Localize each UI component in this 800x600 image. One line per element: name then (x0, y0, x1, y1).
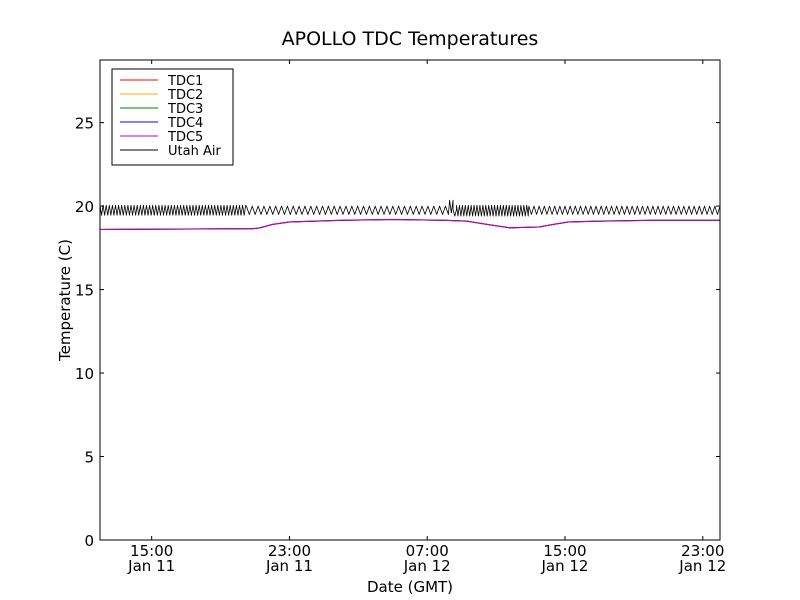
legend-label: TDC2 (167, 88, 203, 103)
series-line-tdc5 (100, 218, 720, 231)
legend-label: TDC5 (167, 130, 203, 145)
y-tick-label: 15 (75, 282, 94, 300)
x-tick-label-date: Jan 12 (678, 557, 726, 575)
legend-label: Utah Air (168, 144, 221, 159)
series-line-utah-air (100, 199, 720, 217)
legend-label: TDC4 (167, 116, 203, 131)
chart-title: APOLLO TDC Temperatures (282, 28, 539, 50)
legend-label: TDC1 (167, 74, 203, 89)
x-tick-label-time: 15:00 (130, 542, 173, 560)
legend-box (111, 68, 234, 166)
x-axis-label: Date (GMT) (367, 578, 453, 596)
x-tick-label-date: Jan 12 (541, 557, 589, 575)
x-tick-label-date: Jan 11 (265, 557, 313, 575)
y-tick-label: 0 (84, 532, 94, 550)
y-tick-label: 25 (75, 115, 94, 133)
x-tick-label-time: 15:00 (543, 542, 586, 560)
y-tick-label: 10 (75, 365, 94, 383)
legend-label: TDC3 (167, 102, 203, 117)
y-axis-label: Temperature (C) (56, 239, 74, 362)
y-tick-label: 5 (84, 449, 94, 467)
x-tick-label-time: 07:00 (406, 542, 449, 560)
axes-frame (99, 59, 721, 541)
y-tick-label: 20 (75, 198, 94, 216)
x-tick-label-date: Jan 11 (127, 557, 175, 575)
x-tick-label-date: Jan 12 (403, 557, 451, 575)
x-tick-label-time: 23:00 (681, 542, 724, 560)
x-tick-label-time: 23:00 (268, 542, 311, 560)
series-group (100, 199, 720, 231)
